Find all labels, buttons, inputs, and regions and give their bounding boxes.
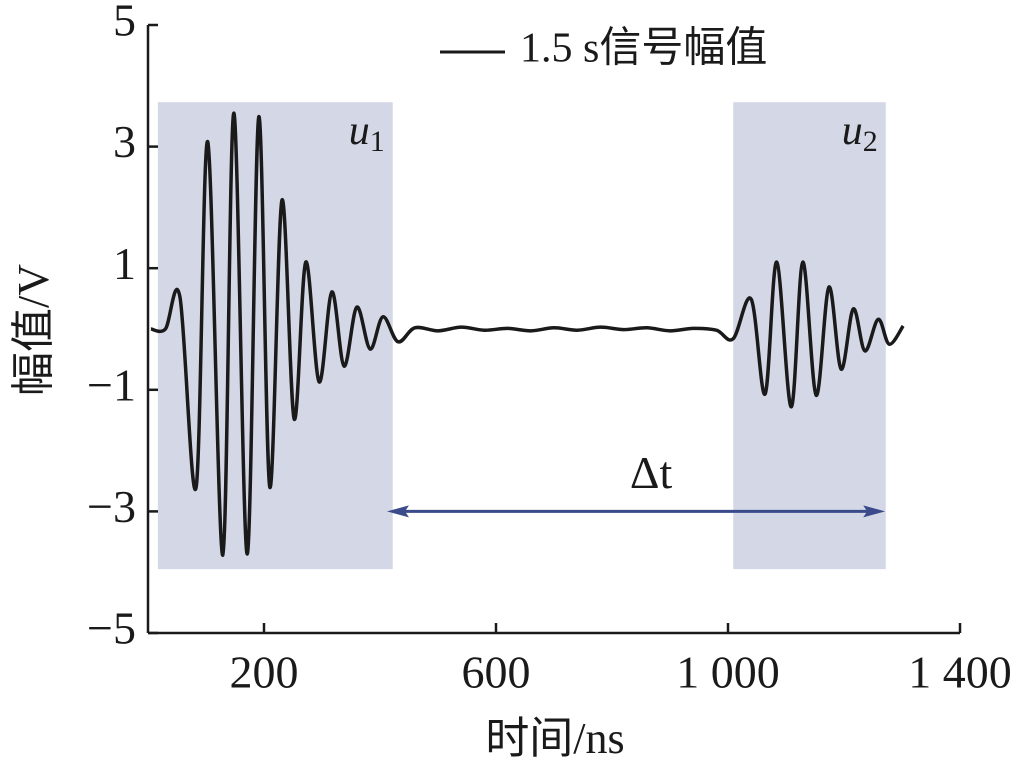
arrow-head	[863, 505, 886, 518]
x-axis-label: 时间/ns	[485, 714, 624, 763]
x-tick-label: 1 400	[908, 647, 1012, 698]
region-label-sub: 2	[863, 125, 878, 158]
region-label: u2	[842, 108, 878, 158]
y-tick-label: 5	[113, 0, 136, 46]
arrow-head	[386, 505, 409, 518]
y-tick-label: −5	[87, 603, 136, 654]
region-label: u1	[349, 108, 385, 158]
region-label-sub: 1	[370, 125, 385, 158]
x-tick-label: 600	[462, 647, 531, 698]
y-axis-label: 幅值/V	[9, 264, 58, 396]
y-tick-label: 1	[113, 238, 136, 289]
legend-label: 1.5 s信号幅值	[520, 26, 767, 72]
x-tick-label: 1 000	[676, 647, 780, 698]
series-line	[150, 111, 905, 557]
x-tick-label: 200	[230, 647, 299, 698]
arrow-label: Δt	[630, 447, 673, 498]
region-label-main: u	[349, 108, 370, 154]
y-tick-label: −1	[87, 359, 136, 410]
y-tick-label: 3	[113, 116, 136, 167]
y-tick-label: −3	[87, 481, 136, 532]
region-label-main: u	[842, 108, 863, 154]
